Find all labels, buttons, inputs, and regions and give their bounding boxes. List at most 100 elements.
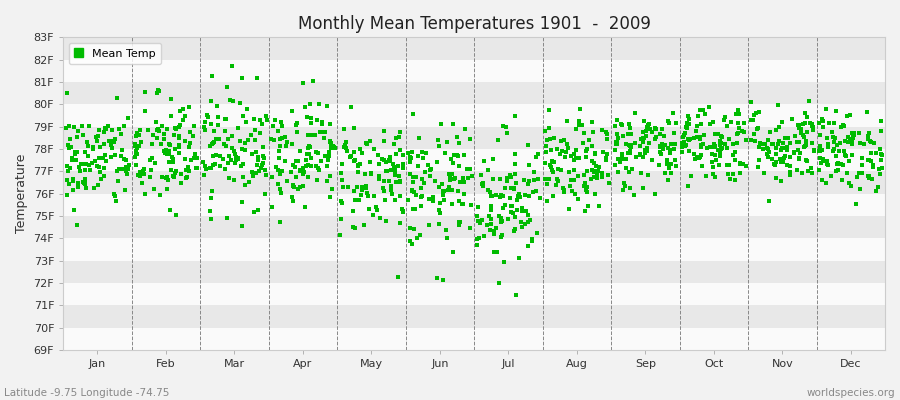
Point xyxy=(798,142,813,148)
Point xyxy=(346,208,360,215)
Point xyxy=(302,143,316,149)
Point xyxy=(92,127,106,134)
Point xyxy=(325,186,339,192)
Point xyxy=(855,154,869,161)
Point xyxy=(608,147,622,154)
Point xyxy=(249,75,264,81)
Point xyxy=(771,102,786,108)
Point xyxy=(356,222,371,228)
Point xyxy=(595,170,609,176)
Point xyxy=(734,128,749,134)
Point xyxy=(863,149,878,156)
Point xyxy=(843,112,858,118)
Point xyxy=(176,117,191,123)
Point xyxy=(609,140,624,146)
Point xyxy=(426,197,440,204)
Point xyxy=(117,123,131,129)
Point xyxy=(454,200,469,207)
Point xyxy=(676,134,690,140)
Point xyxy=(513,194,527,200)
Point xyxy=(108,192,122,199)
Point xyxy=(720,144,734,151)
Point xyxy=(528,154,543,160)
Point xyxy=(761,154,776,160)
Point xyxy=(639,124,653,130)
Point xyxy=(288,163,302,170)
Point xyxy=(702,121,716,127)
Point xyxy=(157,130,171,137)
Point xyxy=(265,174,279,180)
Point xyxy=(62,145,77,152)
Point xyxy=(745,117,760,124)
Point xyxy=(495,218,509,224)
Point xyxy=(508,214,522,220)
Point xyxy=(202,143,217,149)
Point xyxy=(176,106,190,112)
Point xyxy=(545,166,560,173)
Point xyxy=(251,207,266,214)
Point xyxy=(737,120,751,126)
Point xyxy=(508,180,523,186)
Point xyxy=(353,160,367,167)
Point xyxy=(519,207,534,214)
Point xyxy=(443,174,457,180)
Point xyxy=(824,173,839,180)
Point xyxy=(779,144,794,150)
Point xyxy=(496,193,510,200)
Point xyxy=(485,176,500,182)
Point xyxy=(271,128,285,134)
Point xyxy=(815,158,830,164)
Point xyxy=(850,174,864,180)
Point xyxy=(472,220,487,226)
Point xyxy=(572,106,587,112)
Point xyxy=(526,177,541,184)
Point xyxy=(353,146,367,152)
Point xyxy=(787,149,801,156)
Point xyxy=(845,152,859,158)
Point xyxy=(65,157,79,164)
Point xyxy=(821,141,835,147)
Point xyxy=(161,176,176,183)
Point xyxy=(830,142,844,148)
Point xyxy=(128,143,142,150)
Point xyxy=(113,131,128,138)
Point xyxy=(590,172,604,178)
Point xyxy=(363,159,377,166)
Point xyxy=(804,164,818,171)
Point xyxy=(347,188,362,194)
Point xyxy=(807,147,822,153)
Point xyxy=(373,214,387,221)
Point xyxy=(211,122,225,128)
Point xyxy=(280,178,294,184)
Point xyxy=(122,162,136,168)
Point xyxy=(840,113,854,120)
Point xyxy=(249,149,264,155)
Point xyxy=(169,212,184,218)
Point xyxy=(76,180,91,186)
Point xyxy=(255,162,269,168)
Point xyxy=(771,124,786,130)
Point xyxy=(732,125,746,131)
Point xyxy=(662,150,677,156)
Point xyxy=(302,162,316,168)
Point xyxy=(803,120,817,126)
Point xyxy=(86,146,100,152)
Point xyxy=(498,185,512,192)
Point xyxy=(637,135,652,142)
Point xyxy=(308,132,322,138)
Point xyxy=(504,203,518,209)
Point xyxy=(599,157,614,163)
Point xyxy=(592,203,607,209)
Point xyxy=(240,137,255,143)
Point xyxy=(698,111,712,118)
Point xyxy=(554,167,568,173)
Point xyxy=(299,163,313,169)
Point xyxy=(677,139,691,145)
Point xyxy=(391,163,405,169)
Point xyxy=(121,171,135,178)
Point xyxy=(692,134,706,140)
Point xyxy=(805,170,819,176)
Point xyxy=(446,176,461,182)
Point xyxy=(264,135,278,142)
Point xyxy=(207,161,221,167)
